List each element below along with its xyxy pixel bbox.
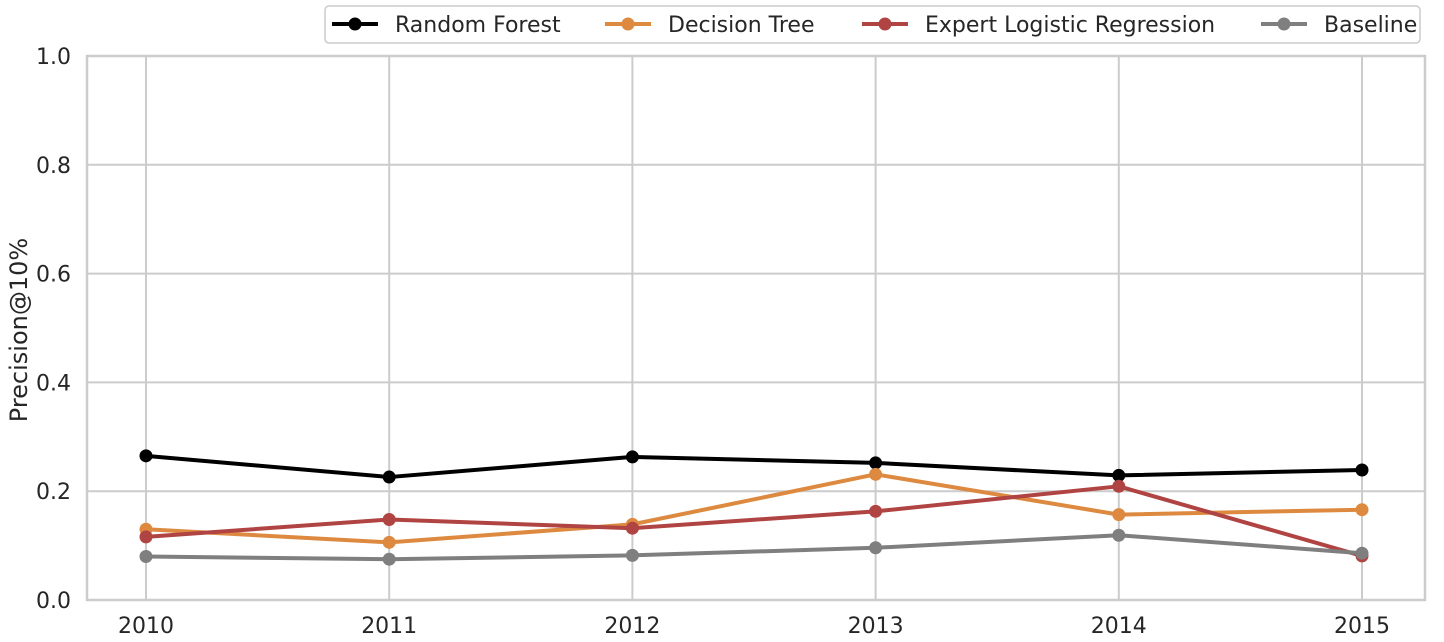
- series-line: [144, 533, 1364, 562]
- data-point: [139, 549, 153, 563]
- y-axis-ticks: 0.0 0.2 0.4 0.6 0.8 1.0: [36, 45, 71, 614]
- legend-entry: Baseline: [1261, 13, 1417, 38]
- data-point: [382, 470, 396, 484]
- legend-swatch-marker: [348, 17, 362, 31]
- series-line: [144, 453, 1364, 480]
- legend-entry: Expert Logistic Regression: [862, 13, 1215, 38]
- data-point: [1112, 479, 1126, 493]
- legend-swatch-marker: [621, 17, 635, 31]
- series-baseline: [139, 528, 1369, 566]
- data-point: [382, 535, 396, 549]
- y-tick-label: 0.4: [36, 371, 71, 396]
- data-point: [382, 552, 396, 566]
- data-point: [625, 548, 639, 562]
- data-point: [1355, 503, 1369, 517]
- x-axis-ticks: 2010 2011 2012 2013 2014 2015: [118, 614, 1390, 639]
- y-axis-label: Precision@10%: [5, 238, 33, 422]
- legend-entry: Random Forest: [332, 13, 561, 38]
- data-point: [139, 449, 153, 463]
- series-line: [144, 484, 1364, 558]
- data-point: [139, 530, 153, 544]
- data-point: [1112, 468, 1126, 482]
- data-point: [869, 541, 883, 555]
- y-tick-label: 0.0: [36, 589, 71, 614]
- data-point: [1355, 546, 1369, 560]
- y-tick-label: 0.2: [36, 480, 71, 505]
- series-line: [144, 472, 1364, 545]
- x-tick-label: 2013: [848, 614, 904, 639]
- series-random-forest: [139, 449, 1369, 484]
- x-tick-label: 2012: [604, 614, 660, 639]
- data-point: [625, 450, 639, 464]
- data-point: [625, 521, 639, 535]
- y-tick-label: 0.6: [36, 263, 71, 288]
- data-point: [1112, 508, 1126, 522]
- legend-label: Baseline: [1324, 13, 1417, 38]
- y-tick-label: 0.8: [36, 154, 71, 179]
- x-tick-label: 2011: [361, 614, 417, 639]
- plot-frame: [85, 54, 1427, 602]
- legend-swatch-marker: [878, 17, 892, 31]
- legend-entry: Decision Tree: [605, 13, 815, 38]
- legend-label: Decision Tree: [668, 13, 815, 38]
- x-tick-label: 2015: [1334, 614, 1390, 639]
- data-point: [869, 504, 883, 518]
- data-point: [382, 512, 396, 526]
- x-tick-label: 2010: [118, 614, 174, 639]
- series-layer: [139, 449, 1369, 566]
- x-tick-label: 2014: [1091, 614, 1147, 639]
- legend-label: Expert Logistic Regression: [925, 13, 1215, 38]
- data-point: [1112, 528, 1126, 542]
- data-point: [869, 467, 883, 481]
- y-tick-label: 1.0: [36, 45, 71, 70]
- series-expert-logistic-regression: [139, 479, 1369, 563]
- legend: Random Forest Decision Tree Expert Logisti…: [324, 5, 1421, 44]
- data-point: [869, 456, 883, 470]
- data-point: [1355, 463, 1369, 477]
- legend-swatch-marker: [1277, 17, 1291, 31]
- legend-label: Random Forest: [395, 13, 561, 38]
